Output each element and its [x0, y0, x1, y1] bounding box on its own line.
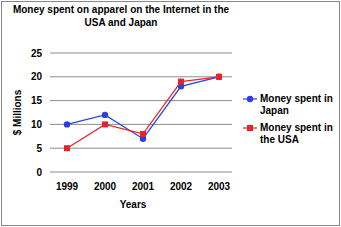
- grid-line: [50, 53, 232, 54]
- chart-frame: [1, 1, 340, 226]
- x-tick-label: 2001: [132, 181, 155, 192]
- y-tick-label: 0: [36, 167, 42, 178]
- grid-line: [50, 148, 232, 149]
- x-axis-label: Years: [120, 199, 147, 210]
- series-line: [67, 77, 219, 148]
- y-tick-label: 25: [31, 48, 43, 59]
- series-marker: [216, 74, 222, 80]
- series-marker: [64, 145, 70, 151]
- x-tick-label: 2000: [94, 181, 117, 192]
- x-tick-label: 1999: [56, 181, 79, 192]
- legend-marker: [247, 125, 253, 131]
- chart-wrap: 0 5 10 15 20 25 1999 2000 2001 2002 2003 Years $ Mil…: [0, 0, 341, 227]
- grid-line: [50, 124, 232, 125]
- x-tick-label: 2002: [170, 181, 193, 192]
- series-marker: [102, 112, 108, 118]
- series-marker: [178, 79, 184, 85]
- y-tick-label: 20: [31, 71, 43, 82]
- y-tick-label: 15: [31, 95, 43, 106]
- series-marker: [216, 74, 222, 80]
- chart-title: Money spent on apparel on the Internet i…: [8, 3, 234, 29]
- series-group: [64, 74, 222, 152]
- series-marker: [102, 121, 108, 127]
- x-tick-label: 2003: [208, 181, 231, 192]
- legend-marker: [247, 96, 253, 102]
- series-marker: [140, 131, 146, 137]
- series-line: [67, 77, 219, 139]
- y-axis-label: $ Millions: [12, 89, 23, 135]
- y-tick-label: 10: [31, 119, 43, 130]
- legend-label: Money spent in the USA: [260, 122, 339, 146]
- grid-line: [50, 100, 232, 101]
- y-tick-label: 5: [36, 143, 42, 154]
- legend-label: Money spent in Japan: [260, 93, 339, 117]
- grid-line: [50, 76, 232, 77]
- series-marker: [64, 121, 70, 127]
- chart-svg: 0 5 10 15 20 25 1999 2000 2001 2002 2003 Years $ Mil…: [0, 0, 341, 227]
- grid-line: [50, 172, 232, 173]
